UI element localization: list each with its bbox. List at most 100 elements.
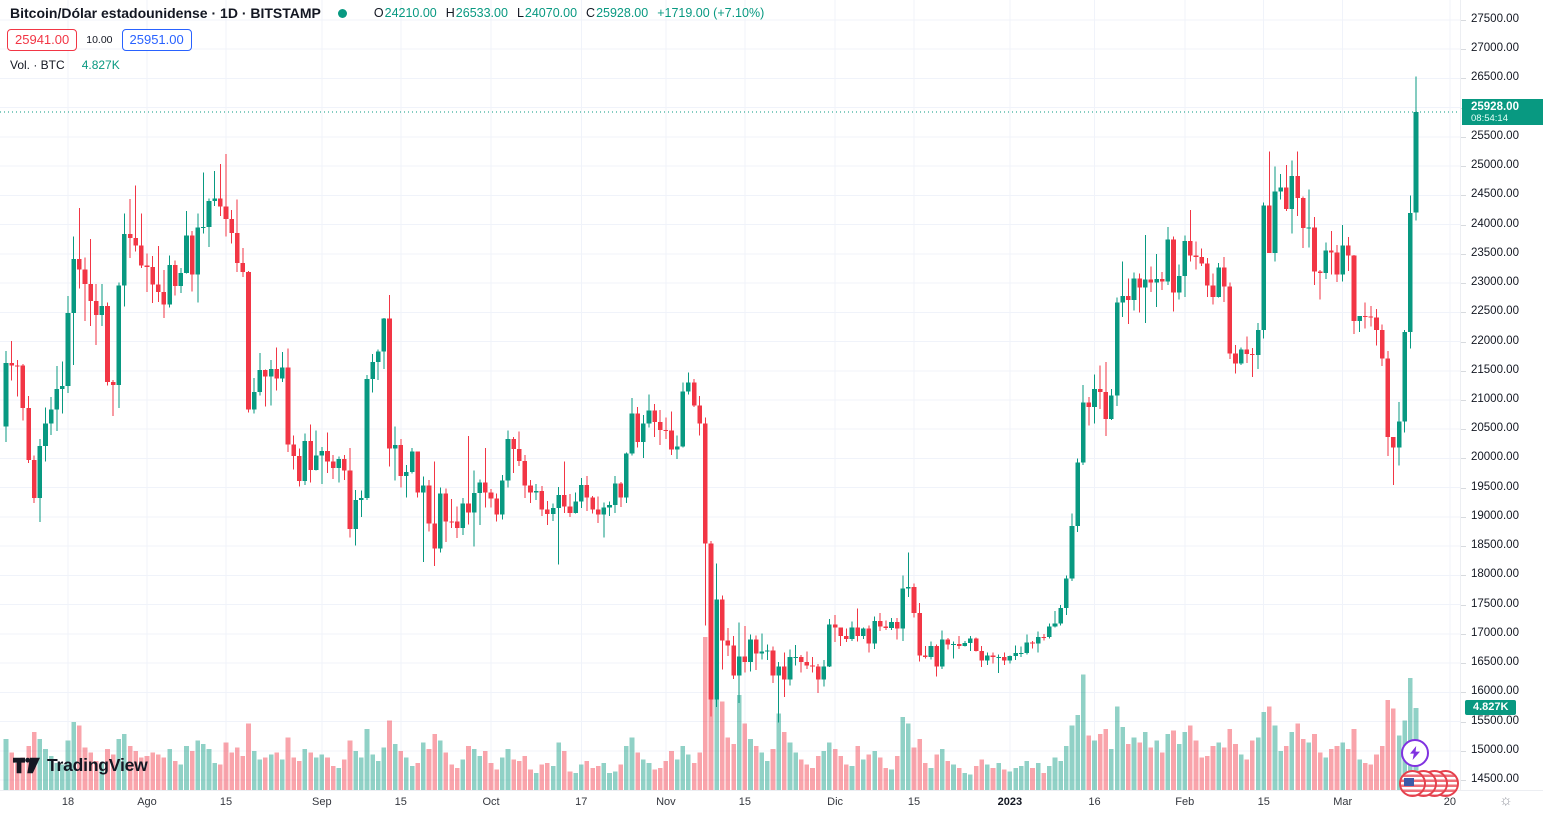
bar-countdown: 08:54:14 xyxy=(1471,112,1508,124)
price-axis-label: 15000.00 xyxy=(1471,743,1519,756)
time-axis-label[interactable]: 15 xyxy=(1257,796,1270,808)
price-axis-tick xyxy=(1461,195,1466,197)
price-axis-tick xyxy=(1461,663,1466,665)
time-axis-label[interactable]: 16 xyxy=(1088,796,1101,808)
time-axis-label[interactable]: Sep xyxy=(312,796,332,808)
volume-tag: 4.827K xyxy=(1465,699,1517,715)
time-axis-label[interactable]: 15 xyxy=(394,796,407,808)
tradingview-logo-icon xyxy=(13,757,40,774)
volume-value: 4.827K xyxy=(81,58,120,72)
time-axis-label[interactable]: 2023 xyxy=(997,796,1023,808)
time-axis-label[interactable]: 15 xyxy=(907,796,921,808)
price-axis-tick xyxy=(1461,166,1466,168)
time-axis-label[interactable]: 15 xyxy=(738,796,751,808)
symbol-header: Bitcoin/Dólar estadounidense · 1D · BITS… xyxy=(10,5,764,21)
time-axis-label[interactable]: 15 xyxy=(219,796,233,808)
current-price-value: 25928.00 xyxy=(1471,100,1519,113)
candlestick-chart[interactable] xyxy=(0,0,1460,790)
price-axis-tick xyxy=(1461,224,1466,226)
price-axis-tick xyxy=(1461,136,1466,138)
buy-button[interactable]: 25951.00 xyxy=(121,29,192,51)
price-axis-label: 20000.00 xyxy=(1471,451,1519,464)
price-axis-tick xyxy=(1461,312,1466,314)
low-value: 24070.00 xyxy=(524,6,578,20)
price-axis-tick xyxy=(1461,516,1466,518)
high-label: H xyxy=(445,6,455,20)
price-axis-label: 23000.00 xyxy=(1471,276,1519,289)
price-axis-tick xyxy=(1461,575,1466,577)
price-axis-tick xyxy=(1461,721,1466,723)
price-axis-tick xyxy=(1461,49,1466,51)
price-axis-tick xyxy=(1461,429,1466,431)
close-value: 25928.00 xyxy=(596,6,649,20)
symbol-title[interactable]: Bitcoin/Dólar estadounidense · 1D · BITS… xyxy=(10,5,321,21)
time-axis-label[interactable]: 17 xyxy=(575,796,588,808)
price-axis-label: 24500.00 xyxy=(1471,188,1519,201)
lightning-icon[interactable] xyxy=(1401,739,1429,767)
trade-buttons: 25941.00 10.00 25951.00 xyxy=(7,29,192,51)
price-axis-tick xyxy=(1461,20,1466,21)
price-axis-tick xyxy=(1461,487,1466,489)
axis-settings-icon[interactable]: ☼ xyxy=(1499,792,1513,809)
time-axis-label[interactable]: Mar xyxy=(1333,796,1353,808)
price-axis-label: 27500.00 xyxy=(1471,13,1519,25)
market-status-icon xyxy=(337,8,347,18)
price-axis-label: 20500.00 xyxy=(1471,422,1519,435)
price-axis-label: 14500.00 xyxy=(1471,773,1519,785)
price-axis-label: 24000.00 xyxy=(1471,217,1519,230)
price-axis-tick xyxy=(1461,633,1466,635)
price-axis-label: 19500.00 xyxy=(1471,480,1519,493)
price-axis-tick xyxy=(1461,546,1466,548)
event-icons xyxy=(1399,739,1459,797)
price-axis-label: 17500.00 xyxy=(1471,597,1519,610)
volume-label: Vol. · BTC xyxy=(10,58,65,72)
price-axis-label: 15500.00 xyxy=(1471,714,1519,727)
price-axis-tick xyxy=(1461,400,1466,401)
close-label: C xyxy=(586,6,596,20)
change-value: +1719.00 (+7.10%) xyxy=(657,6,765,20)
price-axis-tick xyxy=(1461,604,1466,606)
price-axis-label: 22500.00 xyxy=(1471,305,1519,318)
price-axis-label: 18500.00 xyxy=(1471,539,1519,552)
price-axis-tick xyxy=(1461,750,1466,752)
time-axis-label[interactable]: Nov xyxy=(656,796,676,808)
tradingview-logo[interactable]: TradingView xyxy=(13,755,148,776)
price-axis[interactable]: 25928.00 08:54:14 4.827K 27500.00 27000.0… xyxy=(1460,0,1543,790)
time-axis-label[interactable]: 20 xyxy=(1443,796,1456,808)
open-value: 24210.00 xyxy=(384,6,437,20)
price-axis-tick xyxy=(1461,253,1466,255)
current-price-tag: 25928.00 08:54:14 xyxy=(1462,98,1543,125)
price-axis-label: 22000.00 xyxy=(1471,334,1519,347)
price-axis-tick xyxy=(1461,78,1466,80)
price-axis-label: 21000.00 xyxy=(1471,393,1519,405)
price-axis-label: 19000.00 xyxy=(1471,509,1519,522)
economic-events-flags[interactable] xyxy=(1399,770,1459,797)
time-axis[interactable]: 18 Ago 15 Sep 15 Oct 17 Nov 15 Dic 15 2023 16 Feb 15 Ma… xyxy=(0,790,1543,816)
price-axis-tick xyxy=(1461,692,1466,694)
price-axis-label: 23500.00 xyxy=(1471,246,1519,259)
us-flag-icon[interactable] xyxy=(1399,770,1426,797)
time-axis-label[interactable]: Feb xyxy=(1175,796,1195,808)
price-axis-label: 25000.00 xyxy=(1471,159,1519,172)
ohlc-readout: O 24210.00 H 26533.00 L 24070.00 C 25928.00 … xyxy=(365,6,764,20)
price-axis-tick xyxy=(1461,370,1466,372)
price-axis-label: 27000.00 xyxy=(1471,42,1519,55)
spread-value: 10.00 xyxy=(86,34,113,46)
volume-legend: Vol. · BTC 4.827K xyxy=(10,58,120,72)
time-axis-label[interactable]: 18 xyxy=(61,796,75,808)
time-axis-label[interactable]: Oct xyxy=(482,796,500,808)
price-axis-tick xyxy=(1461,458,1466,460)
price-axis-label: 18000.00 xyxy=(1471,568,1519,581)
time-axis-label[interactable]: Ago xyxy=(137,796,157,808)
high-value: 26533.00 xyxy=(455,6,508,20)
price-axis-tick xyxy=(1461,283,1466,285)
open-label: O xyxy=(373,6,384,20)
price-axis-label: 26500.00 xyxy=(1471,71,1519,84)
time-axis-label[interactable]: Dic xyxy=(827,796,844,808)
price-axis-label: 25500.00 xyxy=(1471,129,1519,142)
price-axis-tick xyxy=(1461,341,1466,343)
low-label: L xyxy=(516,6,524,20)
sell-button[interactable]: 25941.00 xyxy=(7,29,78,51)
lightning-bolt-glyph xyxy=(1410,746,1420,760)
